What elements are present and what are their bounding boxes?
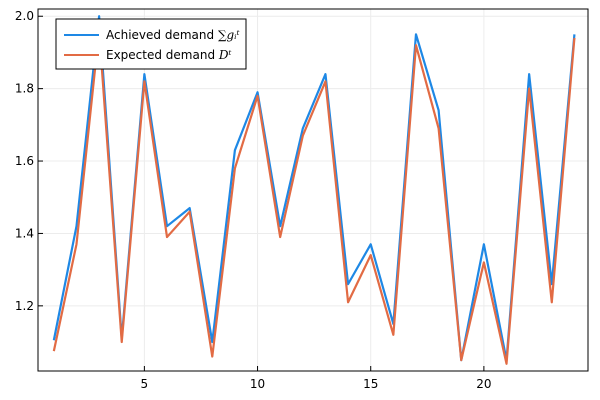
y-tick-label: 2.0 [15, 9, 34, 23]
legend-symbol-expected: Dᵗ [218, 48, 232, 62]
x-tick-label: 10 [250, 377, 265, 391]
legend-name-expected: Expected demand [106, 48, 215, 62]
legend: Achieved demand ∑gᵢᵗ Expected demand Dᵗ [55, 18, 247, 70]
legend-box [55, 18, 247, 70]
y-tick-label: 1.8 [15, 82, 34, 96]
series-line-expected [52, 29, 576, 365]
x-tick-label: 5 [141, 377, 149, 391]
legend-label-achieved: Achieved demand ∑gᵢᵗ [106, 28, 240, 42]
y-tick-label: 1.2 [15, 299, 34, 313]
legend-name-achieved: Achieved demand [106, 28, 214, 42]
x-tick-label: 20 [476, 377, 491, 391]
legend-label-expected: Expected demand Dᵗ [106, 48, 232, 62]
y-tick-label: 1.6 [15, 154, 34, 168]
series-layer [52, 15, 576, 365]
plot-frame [37, 8, 589, 372]
legend-symbol-achieved: ∑gᵢᵗ [218, 28, 240, 42]
y-tick-label: 1.4 [15, 226, 34, 240]
tick-layer: 5 10 15 20 1.2 1.4 1.6 1.8 2.0 [15, 9, 492, 391]
x-tick-label: 15 [363, 377, 378, 391]
